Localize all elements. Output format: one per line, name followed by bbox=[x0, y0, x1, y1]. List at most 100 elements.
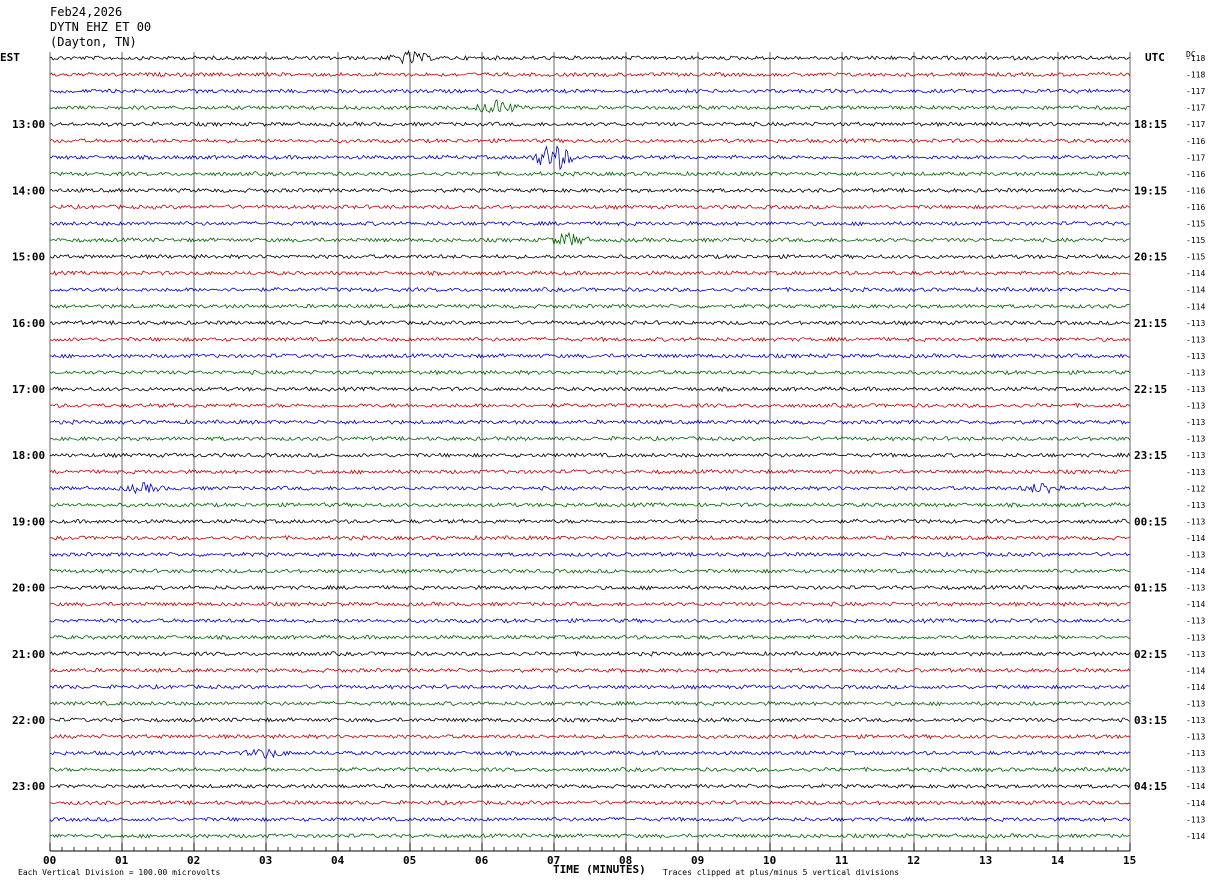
seismic-traces bbox=[49, 49, 1131, 839]
left-hour-label: 22:00 bbox=[12, 714, 45, 727]
dc-value: -113 bbox=[1186, 335, 1205, 344]
trace-7 bbox=[49, 170, 1131, 177]
dc-value: -113 bbox=[1186, 749, 1205, 758]
dc-value: -114 bbox=[1186, 302, 1205, 311]
trace-34 bbox=[49, 617, 1131, 624]
left-hour-label: 23:00 bbox=[12, 780, 45, 793]
dc-value: -112 bbox=[1186, 484, 1205, 493]
right-hour-label: 20:15 bbox=[1134, 251, 1167, 264]
dc-value: -117 bbox=[1186, 87, 1205, 96]
left-hour-label: 21:00 bbox=[12, 648, 45, 661]
left-hour-label: 19:00 bbox=[12, 515, 45, 528]
trace-31 bbox=[49, 568, 1131, 574]
dc-value: -114 bbox=[1186, 683, 1205, 692]
dc-value: -116 bbox=[1186, 186, 1205, 195]
left-hour-label: 20:00 bbox=[12, 582, 45, 595]
dc-value: -113 bbox=[1186, 468, 1205, 477]
trace-5 bbox=[49, 137, 1131, 144]
trace-37 bbox=[49, 667, 1131, 674]
right-hour-label: 02:15 bbox=[1134, 648, 1167, 661]
trace-33 bbox=[49, 601, 1131, 608]
trace-39 bbox=[49, 700, 1131, 707]
trace-36 bbox=[49, 650, 1131, 657]
trace-8 bbox=[49, 187, 1131, 194]
trace-27 bbox=[49, 501, 1131, 508]
trace-9 bbox=[49, 203, 1131, 210]
trace-30 bbox=[49, 551, 1131, 558]
trace-11 bbox=[49, 231, 1131, 246]
left-hour-label: 13:00 bbox=[12, 118, 45, 131]
dc-header-label: DC bbox=[1186, 50, 1196, 59]
trace-29 bbox=[49, 534, 1131, 541]
dc-value: -114 bbox=[1186, 782, 1205, 791]
dc-value: -116 bbox=[1186, 137, 1205, 146]
trace-15 bbox=[49, 303, 1131, 310]
header-station: DYTN EHZ ET 00 bbox=[50, 20, 151, 34]
x-axis-title: TIME (MINUTES) bbox=[553, 863, 646, 876]
dc-value: -115 bbox=[1186, 253, 1205, 262]
trace-21 bbox=[49, 402, 1131, 409]
left-hour-label: 17:00 bbox=[12, 383, 45, 396]
trace-45 bbox=[49, 799, 1131, 806]
trace-12 bbox=[49, 253, 1131, 260]
x-tick-label: 03 bbox=[259, 854, 272, 867]
dc-value: -113 bbox=[1186, 699, 1205, 708]
left-hour-label: 15:00 bbox=[12, 251, 45, 264]
trace-26 bbox=[49, 482, 1131, 495]
header-location: (Dayton, TN) bbox=[50, 35, 137, 49]
right-hour-label: 04:15 bbox=[1134, 780, 1167, 793]
left-hour-label: 18:00 bbox=[12, 449, 45, 462]
right-hour-label: 03:15 bbox=[1134, 714, 1167, 727]
trace-10 bbox=[49, 220, 1131, 227]
header-date: Feb24,2026 bbox=[50, 5, 122, 19]
dc-value: -113 bbox=[1186, 584, 1205, 593]
right-hour-label: 18:15 bbox=[1134, 118, 1167, 131]
dc-value: -113 bbox=[1186, 733, 1205, 742]
trace-46 bbox=[49, 816, 1131, 823]
trace-16 bbox=[49, 319, 1131, 326]
dc-value: -113 bbox=[1186, 435, 1205, 444]
trace-0 bbox=[49, 49, 1131, 65]
trace-44 bbox=[49, 783, 1131, 790]
header: Feb24,2026 DYTN EHZ ET 00 (Dayton, TN) bbox=[50, 5, 151, 49]
x-tick-label: 07 bbox=[547, 854, 560, 867]
x-tick-label: 11 bbox=[835, 854, 849, 867]
trace-14 bbox=[49, 286, 1131, 293]
x-tick-label: 01 bbox=[115, 854, 129, 867]
right-hour-label: 19:15 bbox=[1134, 184, 1167, 197]
trace-23 bbox=[50, 435, 1131, 442]
dc-value: -115 bbox=[1186, 236, 1205, 245]
x-tick-label: 08 bbox=[619, 854, 632, 867]
dc-value: -115 bbox=[1186, 220, 1205, 229]
trace-43 bbox=[49, 766, 1131, 773]
trace-25 bbox=[49, 468, 1131, 475]
dc-value: -113 bbox=[1186, 633, 1205, 642]
trace-41 bbox=[49, 733, 1131, 740]
right-hour-label: 00:15 bbox=[1134, 515, 1167, 528]
dc-value: -113 bbox=[1186, 501, 1205, 510]
left-hour-labels: 13:00 14:00 15:00 16:00 17:00 18:00 19:00 20:00… bbox=[12, 118, 45, 793]
left-hour-label: 16:00 bbox=[12, 317, 45, 330]
trace-3 bbox=[49, 99, 1131, 114]
trace-4 bbox=[49, 121, 1131, 128]
dc-value: -116 bbox=[1186, 170, 1205, 179]
x-axis: 00 01 02 03 04 05 06 07 08 09 10 11 12 13 14 15 bbox=[43, 843, 1136, 867]
footer-scale: Each Vertical Division = 100.00 microvol… bbox=[18, 868, 220, 877]
dc-value: -113 bbox=[1186, 716, 1205, 725]
x-tick-label: 04 bbox=[331, 854, 345, 867]
trace-42 bbox=[49, 748, 1131, 759]
dc-value: -113 bbox=[1186, 617, 1205, 626]
trace-40 bbox=[49, 717, 1131, 723]
dc-value: -113 bbox=[1186, 551, 1205, 560]
x-tick-label: 09 bbox=[691, 854, 704, 867]
dc-value: -113 bbox=[1186, 418, 1205, 427]
trace-17 bbox=[49, 336, 1131, 343]
x-tick-label: 12 bbox=[907, 854, 920, 867]
trace-47 bbox=[49, 832, 1131, 839]
dc-value: -113 bbox=[1186, 352, 1205, 361]
trace-32 bbox=[49, 584, 1131, 591]
dc-value: -114 bbox=[1186, 286, 1205, 295]
dc-value: -114 bbox=[1186, 567, 1205, 576]
x-tick-label: 06 bbox=[475, 854, 489, 867]
